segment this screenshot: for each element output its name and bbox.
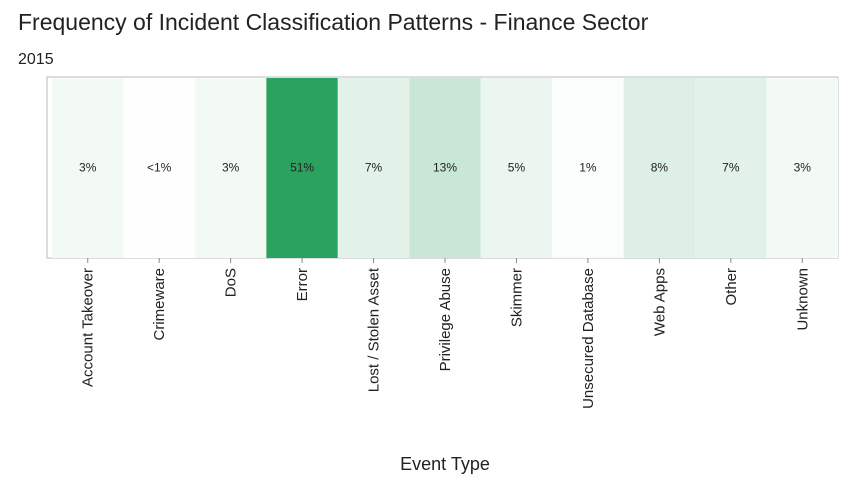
heat-cell — [409, 78, 481, 258]
x-tick-label: Unsecured Database — [580, 268, 597, 409]
value-label: 1% — [579, 161, 597, 175]
heat-cell — [480, 78, 553, 258]
heat-cell — [623, 78, 696, 258]
value-label: 7% — [365, 161, 383, 175]
heat-cell — [766, 78, 838, 258]
x-tick-label: Unknown — [794, 268, 811, 331]
heat-cell — [266, 78, 338, 258]
value-label: 3% — [79, 161, 97, 175]
x-tick-label: Crimeware — [151, 268, 168, 341]
x-tick-label: Error — [294, 268, 311, 301]
heat-cell — [337, 78, 410, 258]
x-tick-label: Other — [723, 268, 740, 306]
x-tick-label: Web Apps — [651, 268, 668, 336]
value-label: 3% — [794, 161, 812, 175]
x-tick-label: Lost / Stolen Asset — [366, 267, 383, 392]
x-tick-label: DoS — [223, 268, 240, 297]
heat-cell — [52, 78, 124, 258]
heat-cell — [552, 78, 624, 258]
value-label: 5% — [508, 161, 526, 175]
value-label: 3% — [222, 161, 240, 175]
x-axis-title: Event Type — [400, 454, 490, 474]
value-label: 7% — [722, 161, 740, 175]
heat-cell — [194, 78, 267, 258]
chart-subtitle: 2015 — [18, 51, 54, 68]
value-label: <1% — [147, 161, 172, 175]
value-label: 51% — [290, 161, 314, 175]
x-tick-label: Skimmer — [508, 268, 525, 327]
heat-cell — [695, 78, 767, 258]
chart-title: Frequency of Incident Classification Pat… — [18, 9, 649, 35]
x-tick-label: Privilege Abuse — [437, 268, 454, 371]
value-label: 13% — [433, 161, 457, 175]
value-label: 8% — [651, 161, 669, 175]
heat-cell — [123, 78, 195, 258]
x-tick-label: Account Takeover — [80, 268, 97, 387]
